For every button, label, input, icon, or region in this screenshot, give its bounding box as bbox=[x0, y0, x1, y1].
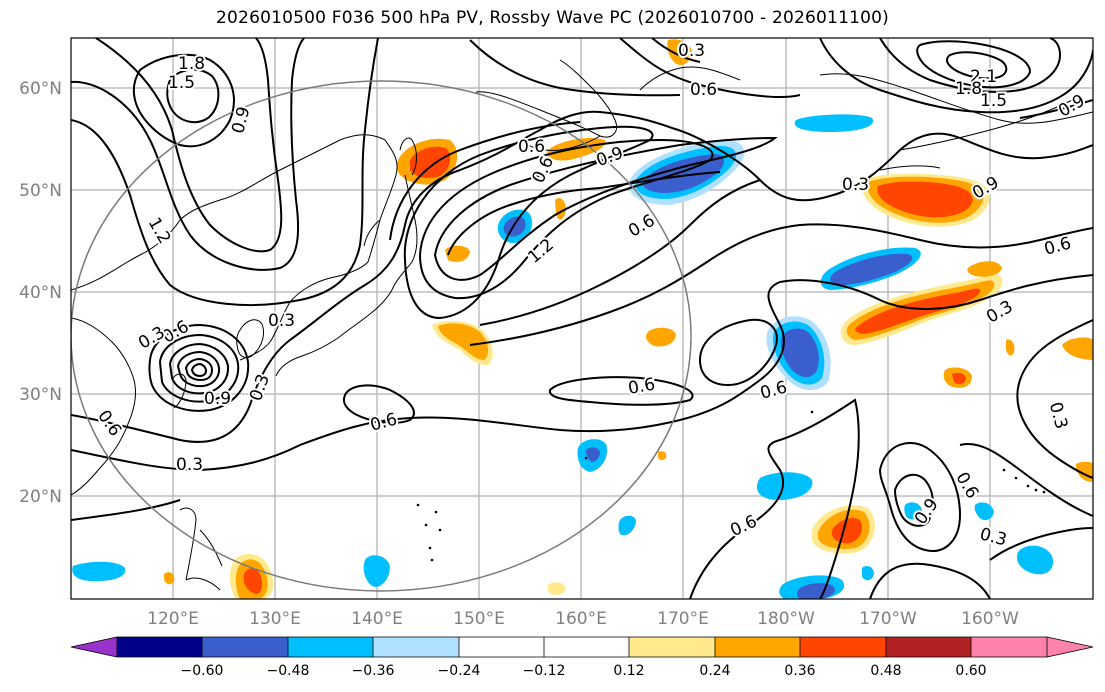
colorbar-cell bbox=[458, 637, 544, 657]
plot-area bbox=[71, 38, 1093, 599]
pv-contours bbox=[71, 38, 1093, 599]
lon-label: 160°W bbox=[961, 609, 1019, 629]
colorbar-tick: 0.60 bbox=[955, 663, 986, 679]
negative-anomaly-patch bbox=[974, 502, 994, 521]
colorbar-tick: −0.36 bbox=[352, 663, 395, 679]
negative-anomaly-patch bbox=[830, 253, 913, 286]
positive-anomaly-patch bbox=[548, 582, 566, 595]
positive-anomaly-patch bbox=[967, 261, 1002, 277]
positive-anomaly-patch bbox=[1006, 339, 1015, 356]
latitude-labels: 60°N 50°N 40°N 30°N 20°N bbox=[19, 79, 62, 507]
colorbar-tick: −0.12 bbox=[523, 663, 566, 679]
colorbar-cell bbox=[544, 637, 630, 657]
colorbar-cell bbox=[971, 637, 1047, 657]
positive-anomaly-patch bbox=[1062, 337, 1093, 360]
negative-anomaly-patch bbox=[503, 216, 526, 237]
colorbar-cell bbox=[714, 637, 801, 657]
negative-anomaly-patch bbox=[862, 566, 874, 581]
positive-anomaly-patch bbox=[410, 146, 451, 178]
colorbar-tick: −0.60 bbox=[181, 663, 224, 679]
colorbar-cell bbox=[885, 637, 971, 657]
colorbar-cell bbox=[800, 637, 886, 657]
contour-label: 0.3 bbox=[176, 455, 203, 475]
lat-label: 30°N bbox=[19, 385, 62, 405]
colorbar-cell bbox=[202, 637, 288, 657]
lon-label: 160°E bbox=[555, 609, 607, 629]
positive-anomaly-patch bbox=[547, 138, 606, 161]
colorbar-tick: 0.12 bbox=[613, 663, 644, 679]
negative-anomaly-patch bbox=[1016, 545, 1054, 575]
negative-anomaly-patch bbox=[72, 561, 126, 582]
lon-label: 170°W bbox=[859, 609, 917, 629]
lat-label: 60°N bbox=[19, 79, 62, 99]
contour-label: 1.5 bbox=[980, 91, 1007, 111]
lon-label: 130°E bbox=[249, 609, 301, 629]
colorbar-tick: 0.36 bbox=[784, 663, 815, 679]
positive-anomaly-patch bbox=[243, 568, 263, 594]
negative-anomaly-patch bbox=[363, 555, 390, 587]
island-chain bbox=[416, 410, 1046, 562]
positive-anomaly-patch bbox=[952, 372, 966, 385]
positive-anomaly-patch bbox=[855, 288, 981, 334]
contour-label: 0.6 bbox=[518, 137, 545, 157]
lon-label: 140°E bbox=[351, 609, 403, 629]
colorbar-right-triangle bbox=[1046, 636, 1094, 658]
colorbar-cell bbox=[373, 637, 459, 657]
colorbar-tick: 0.48 bbox=[870, 663, 901, 679]
contour-label: 1.8 bbox=[955, 79, 982, 99]
colorbar-cell bbox=[117, 637, 203, 657]
colorbar: −0.60 −0.48 −0.36 −0.24 −0.12 0.12 0.24 … bbox=[70, 636, 1094, 679]
colorbar-tick: −0.24 bbox=[438, 663, 481, 679]
longitude-labels: 120°E 130°E 140°E 150°E 160°E 170°E 180°… bbox=[147, 609, 1019, 629]
lat-label: 40°N bbox=[19, 283, 62, 303]
negative-anomaly-patch bbox=[904, 502, 922, 520]
contour-label: 0.3 bbox=[268, 311, 295, 331]
contour-label: 0.3 bbox=[842, 175, 869, 195]
colorbar-tick: −0.48 bbox=[267, 663, 310, 679]
negative-anomaly-patch bbox=[756, 472, 813, 500]
coastlines bbox=[71, 59, 1093, 591]
colorbar-cell bbox=[287, 637, 374, 657]
plot-frame bbox=[70, 37, 1094, 600]
negative-anomaly-patch bbox=[794, 114, 874, 132]
positive-anomaly-patch bbox=[831, 518, 862, 544]
contour-label: 1.8 bbox=[178, 54, 205, 74]
contour-label: 2.1 bbox=[970, 67, 997, 87]
positive-anomaly-patch bbox=[438, 323, 489, 360]
contour-label: 0.9 bbox=[204, 389, 231, 409]
contour-label: 1.5 bbox=[168, 73, 195, 93]
colorbar-cell bbox=[629, 637, 715, 657]
lon-label: 150°E bbox=[453, 609, 505, 629]
lat-label: 20°N bbox=[19, 487, 62, 507]
positive-anomaly-patch bbox=[164, 572, 175, 585]
colorbar-tick: 0.24 bbox=[699, 663, 730, 679]
lon-label: 180°W bbox=[757, 609, 815, 629]
negative-anomaly-patch bbox=[780, 328, 819, 378]
lon-label: 120°E bbox=[147, 609, 199, 629]
colorbar-left-triangle bbox=[70, 636, 118, 658]
positive-anomaly-patch bbox=[877, 181, 973, 218]
contour-label: 0.6 bbox=[690, 80, 717, 100]
positive-anomaly-patch bbox=[658, 451, 667, 461]
lat-label: 50°N bbox=[19, 181, 62, 201]
projection-ring bbox=[71, 80, 692, 592]
positive-anomaly-patch bbox=[646, 327, 676, 347]
contour-label: 0.3 bbox=[678, 41, 705, 61]
negative-anomaly-patch bbox=[618, 515, 636, 536]
map-title: 2026010500 F036 500 hPa PV, Rossby Wave … bbox=[216, 8, 889, 28]
negative-anomaly-patch bbox=[586, 447, 600, 462]
lon-label: 170°E bbox=[657, 609, 709, 629]
